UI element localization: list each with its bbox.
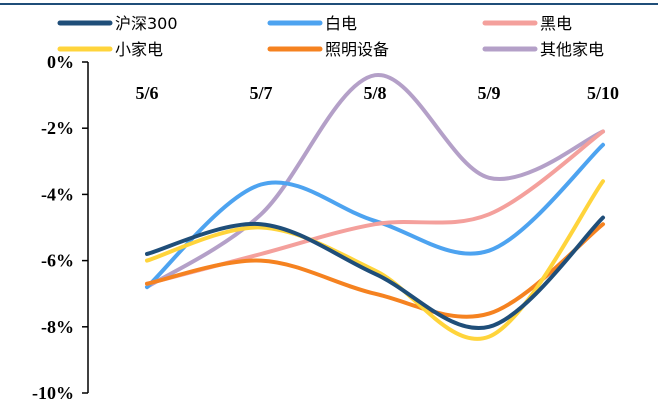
series-line-5 (145, 73, 605, 290)
series-line-1 (145, 142, 605, 290)
y-tick-label: -6% (41, 251, 74, 271)
legend-item: 小家电 (57, 40, 163, 59)
legend-item: 黑电 (482, 14, 572, 33)
legend-item: 照明设备 (267, 40, 389, 59)
legend-label: 白电 (325, 14, 357, 33)
series-line-2 (145, 129, 605, 286)
legend-label: 沪深300 (115, 14, 178, 33)
y-tick-label: -2% (41, 118, 74, 138)
y-tick-label: -8% (41, 317, 74, 337)
series-line-0 (145, 215, 605, 331)
y-axis-ticks: 0% -2% -4% -6% -8% -10% (32, 52, 88, 402)
x-tick-label: 5/6 (135, 83, 158, 103)
x-tick-label: 5/8 (363, 83, 386, 103)
legend-item: 其他家电 (482, 40, 604, 59)
legend-item: 白电 (267, 14, 357, 33)
top-rule (0, 3, 658, 5)
y-tick-label: -4% (41, 184, 74, 204)
y-tick-label: -10% (32, 383, 74, 402)
x-tick-label: 5/9 (477, 83, 500, 103)
x-tick-label: 5/10 (587, 83, 619, 103)
x-tick-label: 5/7 (249, 83, 272, 103)
legend-label: 其他家电 (540, 40, 604, 59)
x-axis-ticks: 5/6 5/7 5/8 5/9 5/10 (135, 83, 619, 103)
legend-label: 照明设备 (325, 40, 389, 59)
series-lines (145, 73, 605, 341)
legend-label: 小家电 (115, 40, 163, 59)
y-tick-label: 0% (47, 52, 74, 72)
legend-item: 沪深300 (57, 14, 178, 33)
series-line-3 (145, 179, 605, 341)
series-line-4 (145, 222, 605, 319)
legend-label: 黑电 (540, 14, 572, 33)
